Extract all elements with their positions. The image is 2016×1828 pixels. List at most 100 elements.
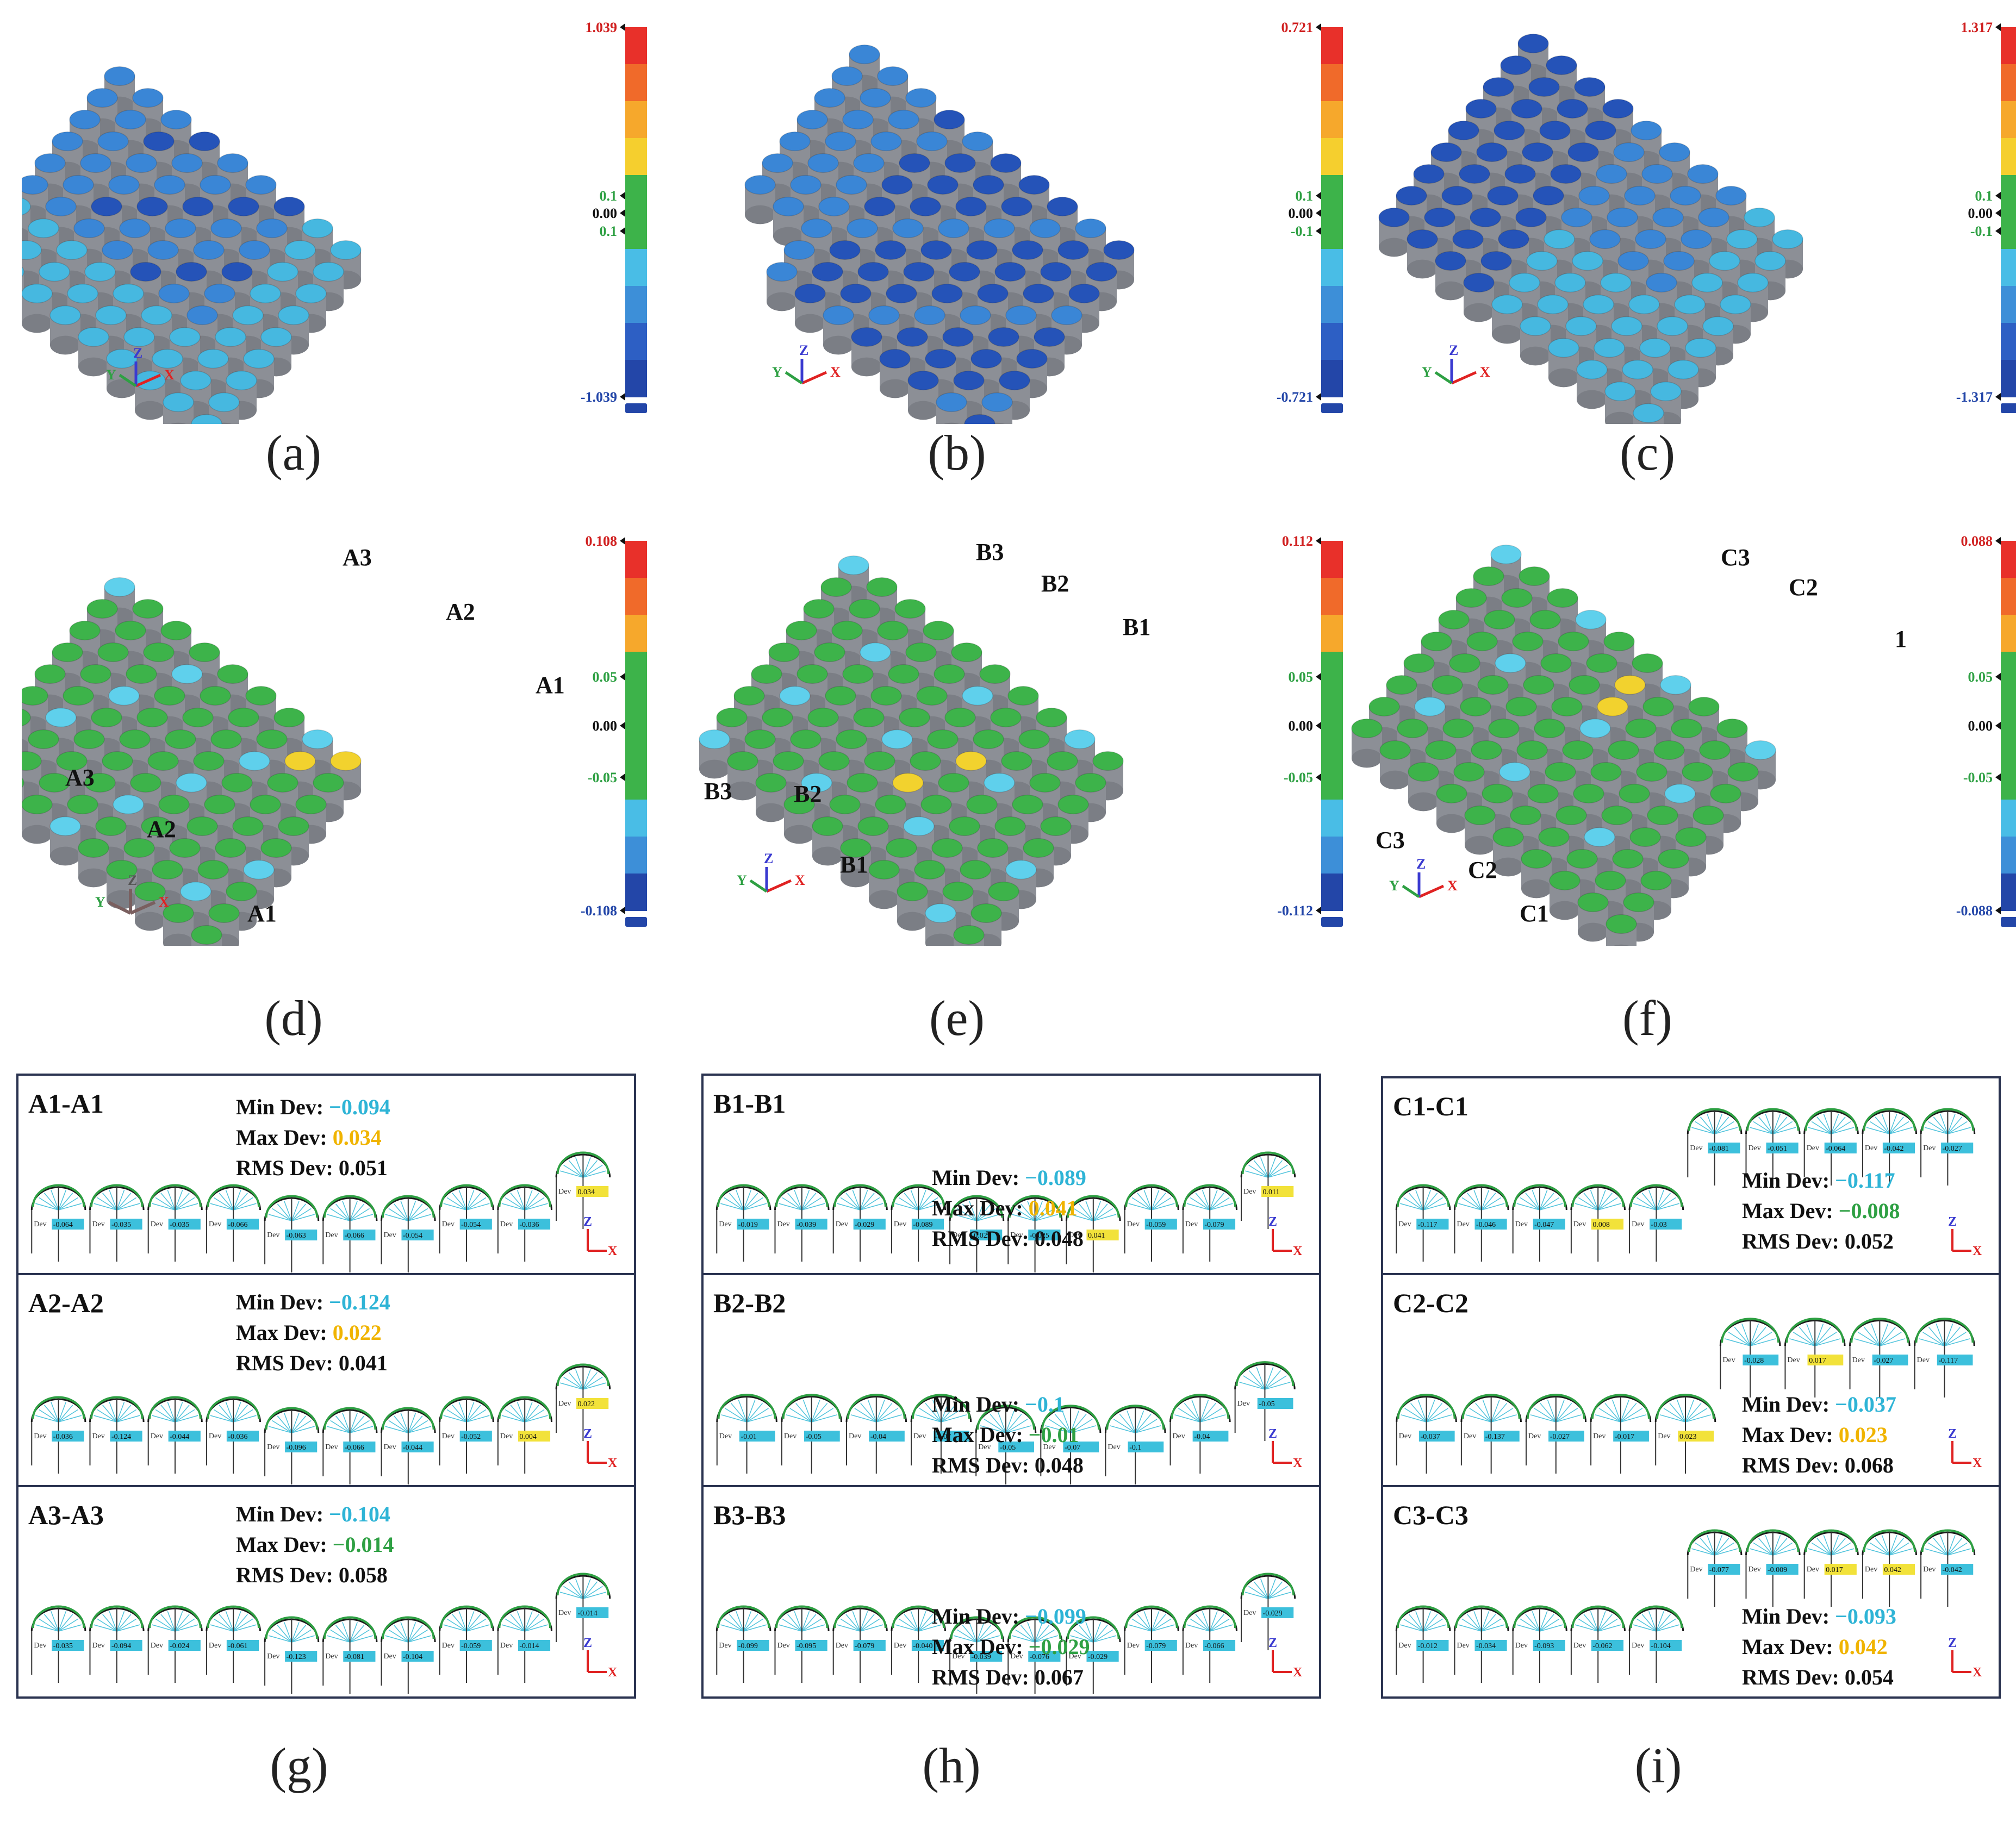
dev-prefix: Dev — [1593, 1432, 1606, 1440]
colorbar-tick-label: 0.1 — [600, 223, 618, 239]
profile-arc: Dev -0.066 — [1182, 1605, 1238, 1683]
dev-value: -0.05 — [1259, 1400, 1274, 1408]
pillar — [1521, 849, 1552, 899]
dev-prefix: Dev — [1398, 1220, 1411, 1228]
profile-arc: Dev -0.081 — [322, 1616, 378, 1694]
dev-prefix: Dev — [267, 1652, 279, 1661]
rms-dev-row: RMS Dev: 0.067 — [932, 1662, 1090, 1693]
pillar — [22, 283, 53, 333]
min-dev-label: Min Dev: — [236, 1095, 329, 1119]
dev-value: -0.044 — [170, 1433, 189, 1441]
section-g-2: Dev -0.036 Dev -0.124 Dev -0.044 Dev -0.036 Dev -… — [18, 1275, 634, 1487]
dev-value: -0.019 — [738, 1221, 758, 1229]
zx-axis-icon: ZX — [1948, 1427, 1982, 1470]
dev-value: -0.094 — [111, 1642, 131, 1650]
dev-prefix: Dev — [1010, 1231, 1023, 1239]
pillar — [783, 794, 815, 844]
profile-arc: Dev -0.029 — [1065, 1616, 1121, 1694]
max-dev-label: Max Dev: — [932, 1634, 1029, 1659]
section-g-3: Dev -0.035 Dev -0.094 Dev -0.024 Dev -0.061 Dev -… — [18, 1487, 634, 1696]
pillar — [925, 903, 956, 946]
dev-prefix: Dev — [1068, 1231, 1081, 1239]
pillar — [163, 392, 194, 424]
rms-dev-row: RMS Dev: 0.051 — [236, 1153, 390, 1183]
section-title: A3-A3 — [28, 1500, 104, 1530]
dev-prefix: Dev — [1043, 1443, 1055, 1451]
rms-dev-value: 0.067 — [1034, 1665, 1084, 1689]
dev-value: 0.017 — [1826, 1566, 1843, 1574]
axis-z-label: Z — [1948, 1427, 1957, 1441]
pillar-array-a — [22, 66, 362, 424]
colorbar-tick-label: 0.05 — [1968, 669, 1993, 685]
panel-a-heatmap: X Z Y — [22, 66, 362, 424]
profile-arc: Dev 0.008 — [1570, 1184, 1626, 1262]
dev-value: -0.07 — [1065, 1444, 1080, 1452]
dev-value: -0.036 — [53, 1433, 73, 1441]
rms-dev-label: RMS Dev: — [932, 1226, 1035, 1251]
profile-arc: Dev -0.037 — [1396, 1394, 1457, 1474]
caption-e: (e) — [929, 990, 985, 1046]
dev-prefix: Dev — [442, 1432, 455, 1440]
pillar — [794, 283, 826, 333]
dev-value: -0.037 — [1421, 1433, 1440, 1441]
section-label-e-B1-bottom: B1 — [840, 851, 868, 878]
dev-value: -0.064 — [1826, 1145, 1845, 1153]
dev-prefix: Dev — [849, 1432, 861, 1440]
min-dev-value: −0.099 — [1025, 1604, 1086, 1629]
section-panel-g: Dev -0.064 Dev -0.035 Dev -0.035 Dev -0.066 Dev -… — [16, 1074, 636, 1699]
max-dev-row: Max Dev: −0.014 — [236, 1530, 394, 1560]
dev-prefix: Dev — [442, 1642, 455, 1650]
dev-value: -0.081 — [1709, 1145, 1729, 1153]
dev-value: -0.093 — [1534, 1642, 1554, 1650]
dev-value: -0.036 — [228, 1433, 247, 1441]
profile-arc: Dev -0.117 — [1914, 1318, 1975, 1397]
profile-arc: Dev -0.029 — [832, 1184, 888, 1262]
profile-arc: Dev -0.024 — [147, 1605, 203, 1683]
min-dev-row: Min Dev: −0.124 — [236, 1287, 390, 1318]
dev-value: -0.095 — [797, 1642, 816, 1650]
colorbar-tick-label: 0.1 — [600, 188, 618, 204]
dev-value: -0.066 — [345, 1444, 364, 1452]
colorbar: 0.112 0.05 0.00 -0.05 -0.112 — [1245, 530, 1354, 938]
profile-arc: Dev -0.052 — [439, 1396, 494, 1474]
max-dev-value: 0.034 — [332, 1125, 382, 1150]
pillar — [1606, 914, 1637, 946]
axis-z-label: Z — [1948, 1215, 1957, 1229]
dev-value: 0.042 — [1884, 1566, 1901, 1574]
section-label-f-1-top: 1 — [1895, 626, 1907, 652]
section-label-e-B1-top: B1 — [1123, 614, 1151, 640]
axis-x-label: X — [608, 1665, 618, 1680]
profile-arc: Dev 0.023 — [1654, 1394, 1716, 1474]
panel-c-heatmap: X Z Y — [1378, 33, 1803, 424]
dev-prefix: Dev — [1573, 1220, 1586, 1228]
colorbar-tick-label: 1.317 — [1961, 20, 1993, 35]
dev-prefix: Dev — [1237, 1400, 1250, 1408]
min-dev-value: −0.094 — [329, 1095, 390, 1119]
dev-value: 0.034 — [578, 1188, 595, 1196]
pillar — [208, 392, 240, 424]
dev-value: -0.061 — [228, 1642, 247, 1650]
dev-prefix: Dev — [151, 1432, 163, 1440]
dev-value: -0.117 — [1938, 1357, 1958, 1365]
section-label-d-A1-top: A1 — [536, 672, 565, 698]
pillar — [699, 729, 730, 779]
dev-prefix: Dev — [1787, 1356, 1800, 1364]
pillar — [773, 196, 804, 246]
dev-value: -0.042 — [1884, 1145, 1903, 1153]
dev-value: -0.1 — [1129, 1444, 1141, 1452]
axis-triad-a: X Z Y — [106, 345, 175, 388]
rms-dev-row: RMS Dev: 0.048 — [932, 1224, 1086, 1254]
dev-value: -0.04 — [870, 1433, 886, 1441]
section-profile: Dev -0.012 Dev -0.034 Dev -0.093 Dev -0.062 Dev -… — [1395, 1529, 1976, 1683]
max-dev-value: 0.023 — [1838, 1423, 1888, 1447]
dev-prefix: Dev — [777, 1220, 789, 1228]
max-dev-row: Max Dev: −0.029 — [932, 1632, 1090, 1662]
caption-c: (c) — [1619, 425, 1676, 481]
colorbar-tick-label: 0.00 — [593, 718, 618, 734]
dev-value: -0.024 — [170, 1642, 189, 1650]
colorbar-tick-label: -0.088 — [1956, 903, 1993, 919]
dev-value: -0.035 — [170, 1221, 189, 1229]
pillar — [1569, 675, 1600, 725]
dev-value: -0.014 — [578, 1609, 598, 1618]
